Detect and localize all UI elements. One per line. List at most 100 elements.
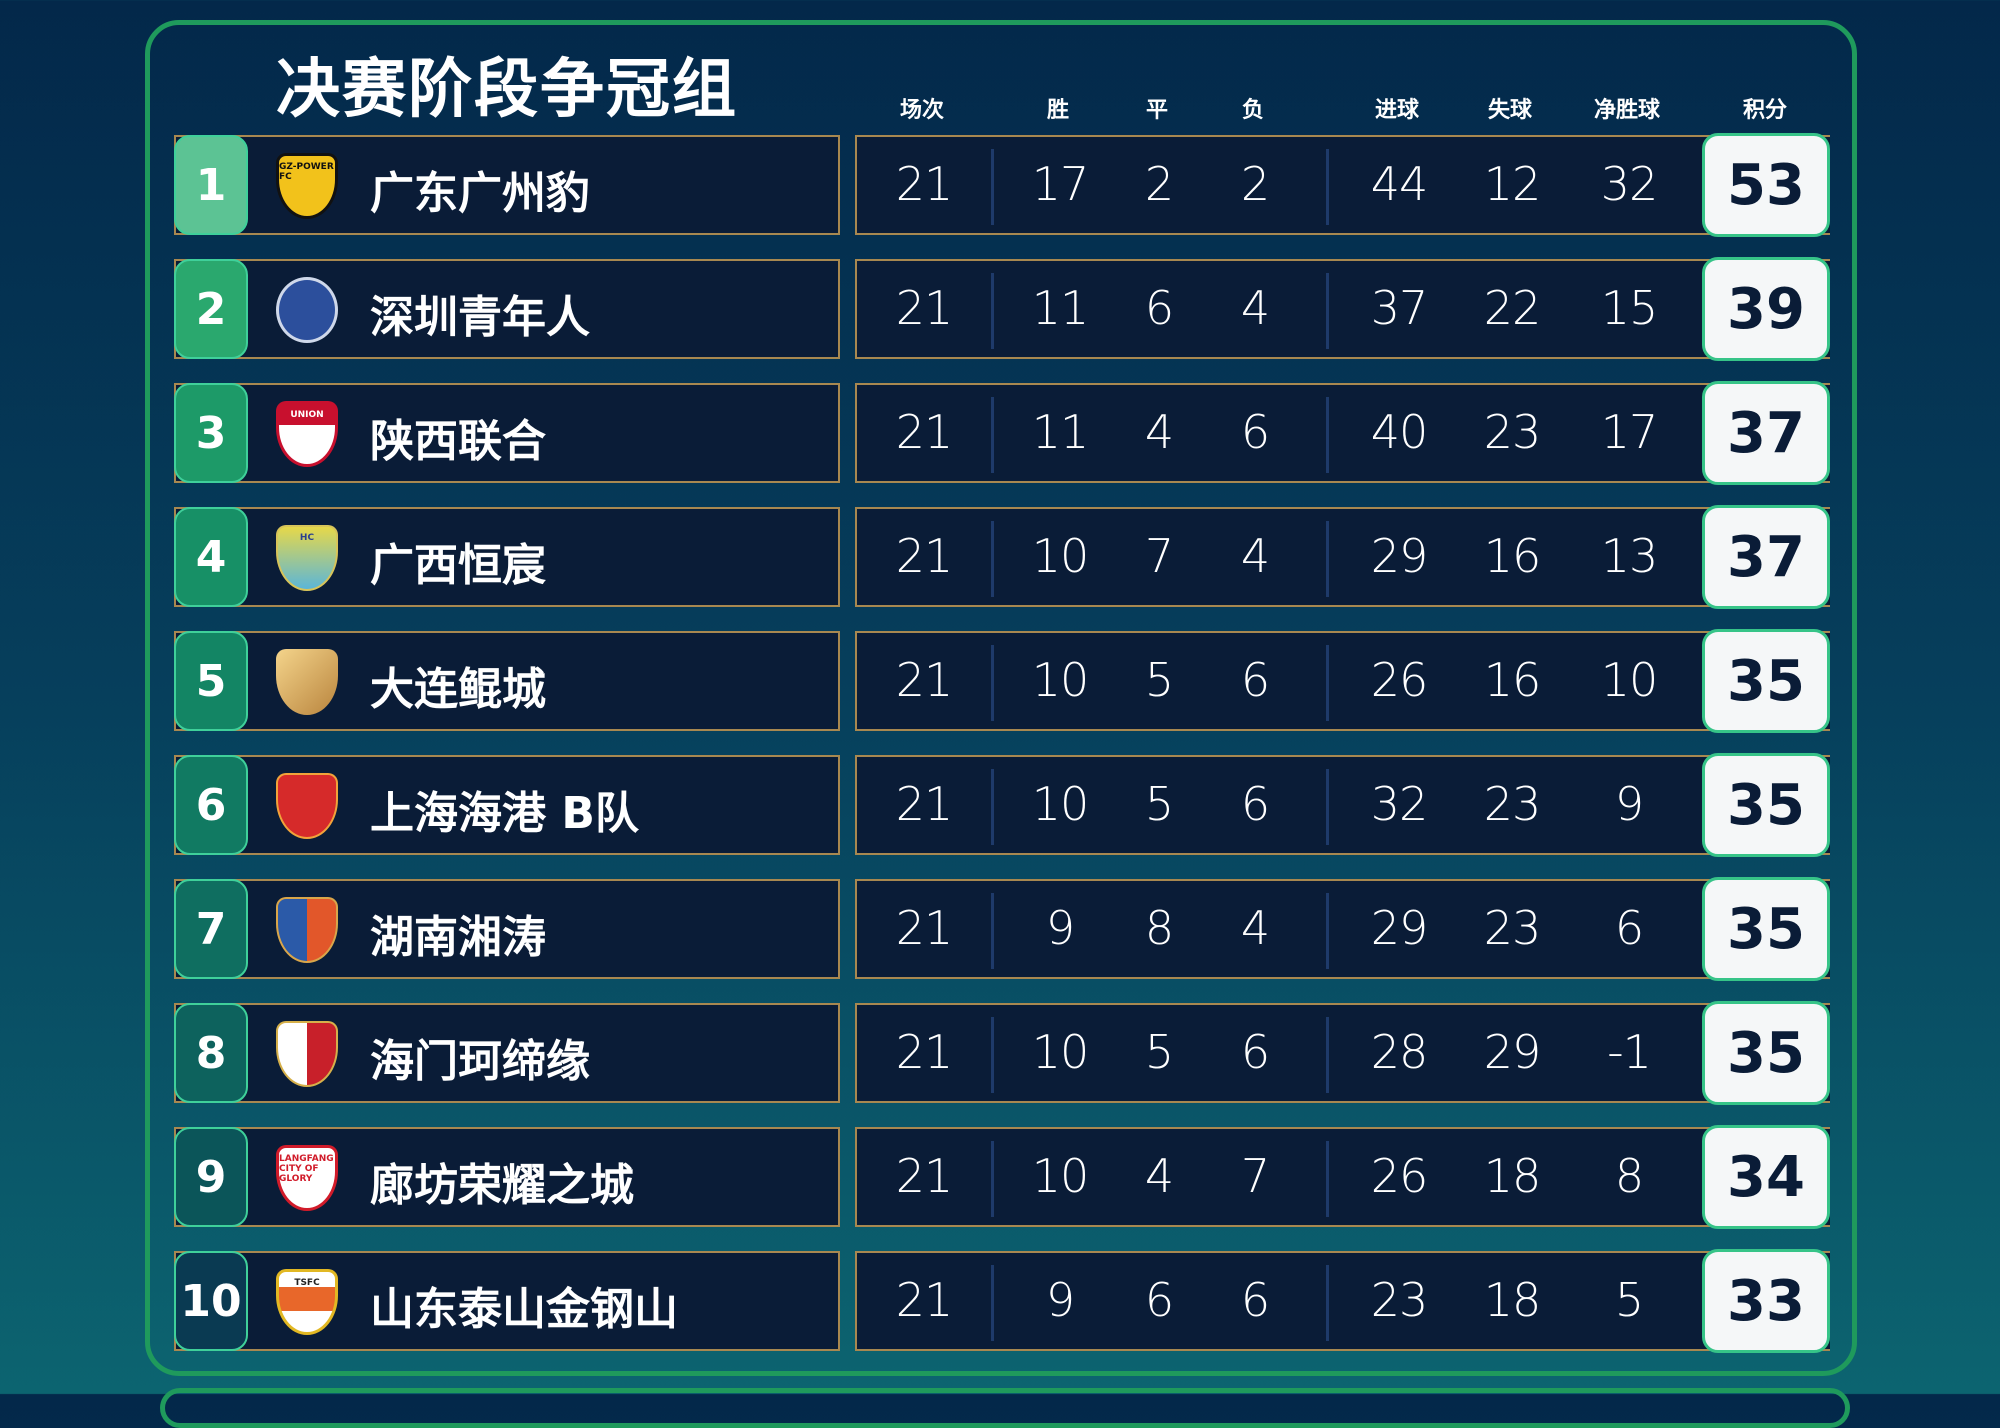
team-name: 湖南湘涛 <box>370 912 546 963</box>
stat-lost: 6 <box>1240 1273 1270 1327</box>
stat-played: 21 <box>895 529 954 583</box>
stat-gd: 13 <box>1600 529 1659 583</box>
stat-gd: 8 <box>1614 1149 1644 1203</box>
table-row: 7 湖南湘涛 21 9 8 4 29 23 6 35 <box>174 877 1830 981</box>
stat-lost: 7 <box>1240 1149 1270 1203</box>
rank-badge: 5 <box>174 631 248 731</box>
divider <box>991 1141 994 1217</box>
points-box: 35 <box>1702 1001 1830 1105</box>
divider <box>1326 149 1329 225</box>
stat-played: 21 <box>895 1025 954 1079</box>
stats-panel: 21 9 8 4 29 23 6 <box>855 879 1830 979</box>
stat-gd: 15 <box>1600 281 1659 335</box>
rank-badge: 3 <box>174 383 248 483</box>
table-row: 8 海门珂缔缘 21 10 5 6 28 29 -1 35 <box>174 1001 1830 1105</box>
stat-drawn: 6 <box>1144 1273 1174 1327</box>
stat-played: 21 <box>895 653 954 707</box>
header-won: 胜 <box>1046 98 1070 123</box>
table-row: 3 UNION 陕西联合 21 11 4 6 40 23 17 37 <box>174 381 1830 485</box>
stats-panel: 21 11 4 6 40 23 17 <box>855 383 1830 483</box>
stat-ga: 12 <box>1483 157 1542 211</box>
stat-lost: 6 <box>1240 1025 1270 1079</box>
team-logo-icon <box>276 897 338 963</box>
rank-badge: 9 <box>174 1127 248 1227</box>
divider <box>991 521 994 597</box>
stat-ga: 22 <box>1483 281 1542 335</box>
points-box: 35 <box>1702 877 1830 981</box>
team-logo-icon: UNION <box>276 401 338 467</box>
stats-panel: 21 17 2 2 44 12 32 <box>855 135 1830 235</box>
stats-panel: 21 10 5 6 32 23 9 <box>855 755 1830 855</box>
stat-lost: 4 <box>1240 529 1270 583</box>
divider <box>1326 397 1329 473</box>
stat-won: 11 <box>1031 281 1090 335</box>
team-name: 广西恒宸 <box>370 540 546 591</box>
divider <box>991 1017 994 1093</box>
stat-lost: 6 <box>1240 777 1270 831</box>
stat-won: 10 <box>1031 1149 1090 1203</box>
points-box: 35 <box>1702 629 1830 733</box>
stat-won: 17 <box>1031 157 1090 211</box>
header-lost: 负 <box>1241 98 1265 123</box>
header-points: 积分 <box>1742 98 1788 123</box>
team-logo-icon <box>276 277 338 343</box>
stat-won: 10 <box>1031 529 1090 583</box>
table-row: 5 大连鲲城 21 10 5 6 26 16 10 35 <box>174 629 1830 733</box>
team-name: 上海海港 B队 <box>370 788 639 839</box>
stat-won: 10 <box>1031 653 1090 707</box>
stats-panel: 21 10 4 7 26 18 8 <box>855 1127 1830 1227</box>
stat-won: 11 <box>1031 405 1090 459</box>
stats-panel: 21 11 6 4 37 22 15 <box>855 259 1830 359</box>
stats-panel: 21 10 5 6 26 16 10 <box>855 631 1830 731</box>
points-box: 37 <box>1702 381 1830 485</box>
stat-ga: 23 <box>1483 405 1542 459</box>
table-row: 2 深圳青年人 21 11 6 4 37 22 15 39 <box>174 257 1830 361</box>
rank-badge: 4 <box>174 507 248 607</box>
stat-ga: 18 <box>1483 1149 1542 1203</box>
header-drawn: 平 <box>1145 98 1169 123</box>
stat-gd: 6 <box>1614 901 1644 955</box>
table-row: 1 GZ-POWER FC 广东广州豹 21 17 2 2 44 12 32 53 <box>174 133 1830 237</box>
rank-badge: 6 <box>174 755 248 855</box>
header-goal-diff: 净胜球 <box>1593 98 1661 123</box>
points-box: 37 <box>1702 505 1830 609</box>
stat-gd: -1 <box>1607 1025 1652 1079</box>
stat-gf: 26 <box>1370 653 1429 707</box>
divider <box>1326 273 1329 349</box>
team-name: 广东广州豹 <box>370 168 590 219</box>
stat-gf: 29 <box>1370 901 1429 955</box>
stats-panel: 21 10 5 6 28 29 -1 <box>855 1003 1830 1103</box>
header-played: 场次 <box>899 98 945 123</box>
stat-ga: 18 <box>1483 1273 1542 1327</box>
stat-played: 21 <box>895 281 954 335</box>
stat-lost: 4 <box>1240 281 1270 335</box>
stat-drawn: 6 <box>1144 281 1174 335</box>
stat-drawn: 5 <box>1144 777 1174 831</box>
divider <box>1326 1265 1329 1341</box>
divider <box>991 645 994 721</box>
table-row: 9 LANGFANG CITY OF GLORY 廊坊荣耀之城 21 10 4 7 26… <box>174 1125 1830 1229</box>
stat-gf: 28 <box>1370 1025 1429 1079</box>
team-logo-icon: HC <box>276 525 338 591</box>
team-logo-icon <box>276 773 338 839</box>
stat-gd: 17 <box>1600 405 1659 459</box>
points-box: 33 <box>1702 1249 1830 1353</box>
stat-drawn: 7 <box>1144 529 1174 583</box>
header-goals-for: 进球 <box>1374 98 1420 123</box>
divider <box>991 273 994 349</box>
table-row: 4 HC 广西恒宸 21 10 7 4 29 16 13 37 <box>174 505 1830 609</box>
stats-panel: 21 9 6 6 23 18 5 <box>855 1251 1830 1351</box>
stat-lost: 2 <box>1240 157 1270 211</box>
divider <box>991 1265 994 1341</box>
stat-won: 10 <box>1031 777 1090 831</box>
stat-drawn: 2 <box>1144 157 1174 211</box>
points-box: 39 <box>1702 257 1830 361</box>
divider <box>991 893 994 969</box>
divider <box>1326 1141 1329 1217</box>
stat-gf: 44 <box>1370 157 1429 211</box>
stat-ga: 23 <box>1483 777 1542 831</box>
stat-played: 21 <box>895 157 954 211</box>
stat-ga: 16 <box>1483 529 1542 583</box>
team-name: 陕西联合 <box>370 416 546 467</box>
stat-gd: 10 <box>1600 653 1659 707</box>
